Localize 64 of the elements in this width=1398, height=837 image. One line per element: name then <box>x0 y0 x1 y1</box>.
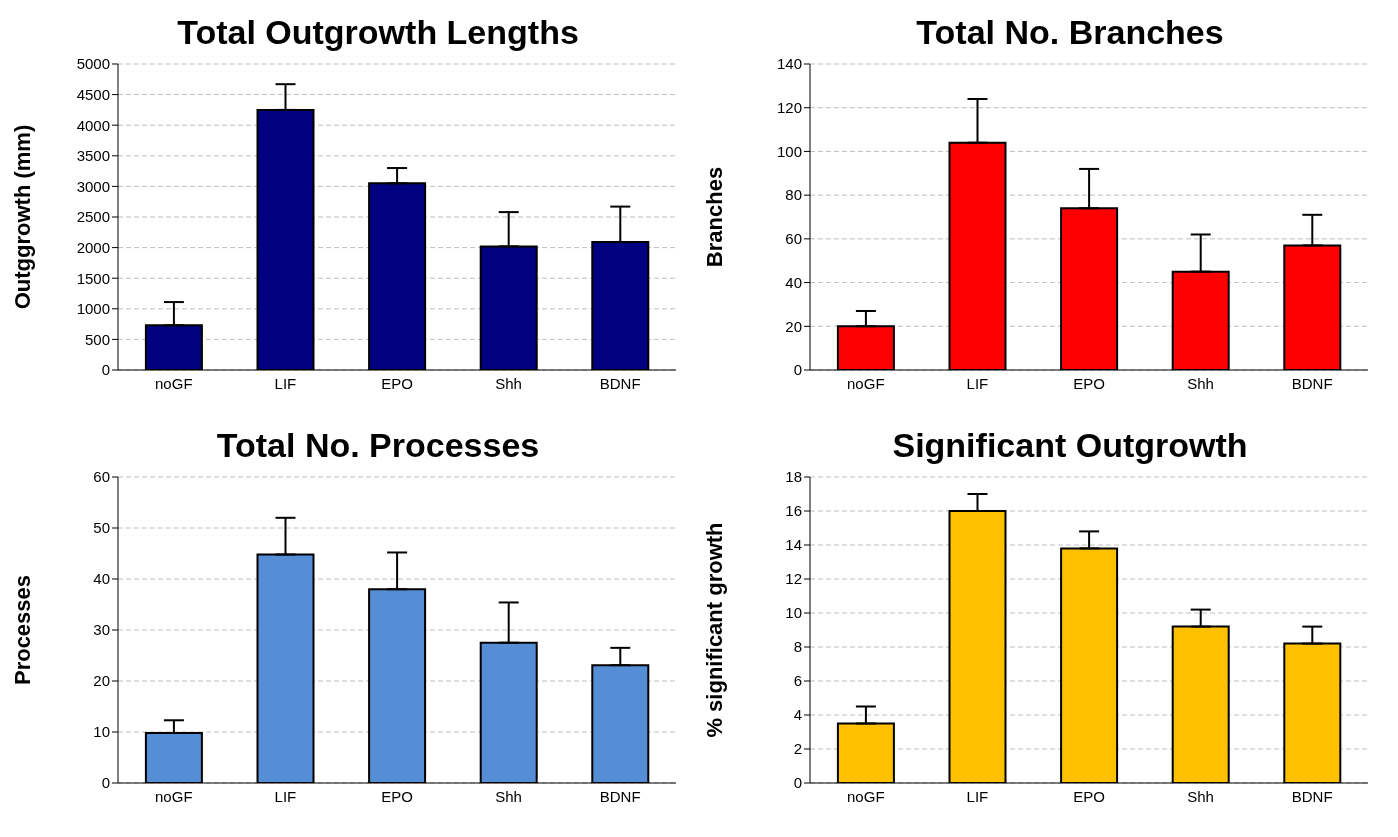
y-tick-label: 18 <box>785 468 802 486</box>
y-tick-label: 8 <box>793 638 802 656</box>
y-axis-title: Processes <box>9 574 35 686</box>
y-tick-label: 10 <box>93 723 110 741</box>
y-tick-label: 140 <box>776 55 802 73</box>
y-tick-label: 20 <box>93 672 110 690</box>
y-tick-label: 30 <box>93 621 110 639</box>
y-tick-label: 120 <box>776 99 802 117</box>
y-tick-label: 100 <box>776 142 802 160</box>
x-tick-label: noGF <box>155 374 193 392</box>
y-axis-title: Outggrowth (mm) <box>9 124 35 310</box>
x-tick-label: BDNF <box>599 787 641 805</box>
y-axis-title: % significant growth <box>701 522 727 738</box>
x-tick-label: noGF <box>847 374 885 392</box>
x-tick-label: LIF <box>966 374 989 392</box>
chart-title: Total No. Branches <box>915 12 1225 53</box>
y-tick-label: 50 <box>93 519 110 537</box>
y-tick-label: 20 <box>785 317 802 335</box>
y-tick-label: 60 <box>785 230 802 248</box>
y-tick-label: 3500 <box>76 147 110 165</box>
y-tick-label: 10 <box>785 604 802 622</box>
y-tick-label: 60 <box>93 468 110 486</box>
y-tick-label: 80 <box>785 186 802 204</box>
y-tick-label: 4000 <box>76 116 110 134</box>
y-axis-title: Branches <box>701 166 727 268</box>
x-tick-label: Shh <box>495 374 522 392</box>
y-tick-label: 0 <box>101 361 110 379</box>
x-tick-label: Shh <box>1187 374 1214 392</box>
y-tick-label: 2 <box>793 740 802 758</box>
chart-title: Total No. Processes <box>215 425 541 466</box>
y-tick-label: 500 <box>84 330 110 348</box>
y-tick-label: 2500 <box>76 208 110 226</box>
y-tick-label: 16 <box>785 502 802 520</box>
y-tick-label: 0 <box>101 774 110 792</box>
y-tick-label: 3000 <box>76 177 110 195</box>
chart-title: Total Outgrowth Lengths <box>176 12 580 53</box>
x-tick-label: EPO <box>381 374 413 392</box>
y-tick-label: 14 <box>785 536 802 554</box>
y-tick-label: 12 <box>785 570 802 588</box>
x-tick-label: Shh <box>495 787 522 805</box>
y-tick-label: 4 <box>793 706 802 724</box>
y-tick-label: 1000 <box>76 300 110 318</box>
x-tick-label: noGF <box>155 787 193 805</box>
x-tick-label: noGF <box>847 787 885 805</box>
y-tick-label: 0 <box>793 361 802 379</box>
y-tick-label: 40 <box>785 273 802 291</box>
chart-title: Significant Outgrowth <box>891 425 1249 466</box>
x-tick-label: EPO <box>1073 374 1105 392</box>
y-tick-label: 4500 <box>76 85 110 103</box>
x-tick-label: Shh <box>1187 787 1214 805</box>
y-tick-label: 40 <box>93 570 110 588</box>
y-tick-label: 0 <box>793 774 802 792</box>
x-tick-label: BDNF <box>599 374 641 392</box>
y-tick-label: 6 <box>793 672 802 690</box>
x-tick-label: EPO <box>381 787 413 805</box>
x-tick-label: BDNF <box>1291 374 1333 392</box>
x-tick-label: BDNF <box>1291 787 1333 805</box>
x-tick-label: EPO <box>1073 787 1105 805</box>
x-tick-label: LIF <box>966 787 989 805</box>
y-tick-label: 5000 <box>76 55 110 73</box>
y-tick-label: 1500 <box>76 269 110 287</box>
x-tick-label: LIF <box>274 374 297 392</box>
y-tick-label: 2000 <box>76 238 110 256</box>
x-tick-label: LIF <box>274 787 297 805</box>
